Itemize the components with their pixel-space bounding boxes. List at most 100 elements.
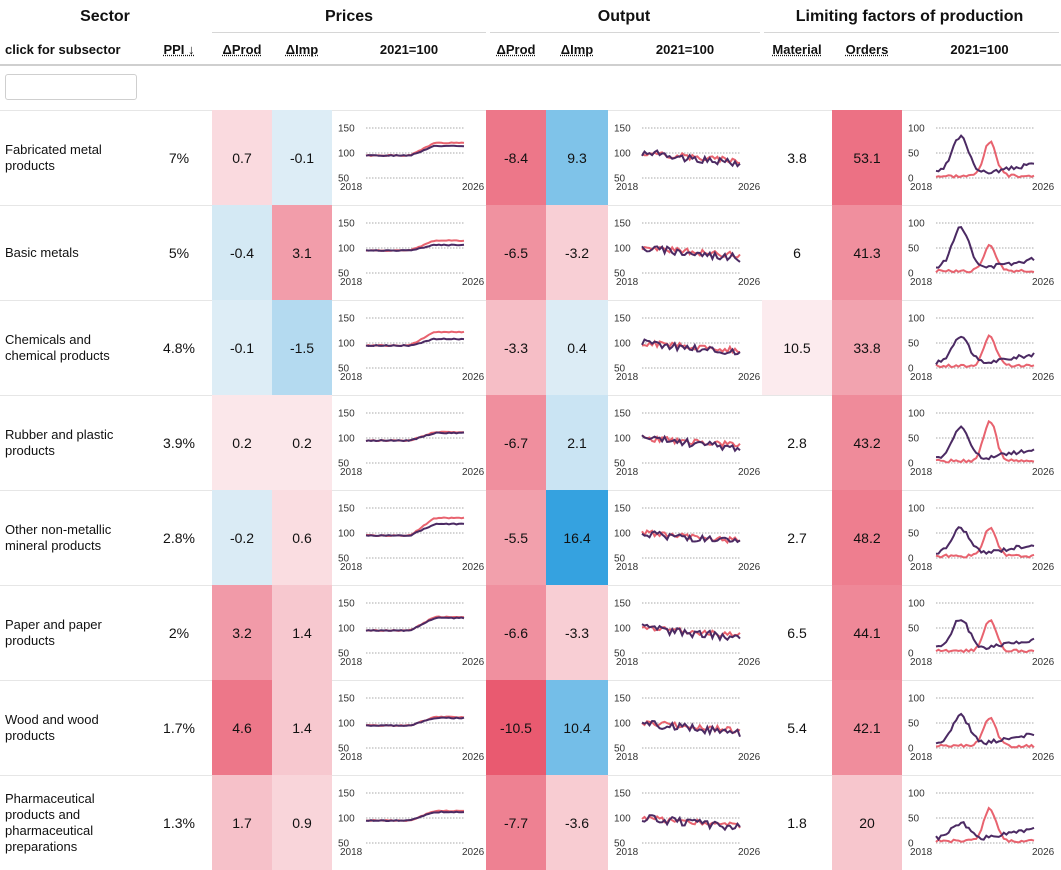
series-a-line bbox=[935, 806, 1035, 844]
y-tick-label: 100 bbox=[614, 719, 631, 730]
cell-output-dprod: -3.3 bbox=[486, 300, 546, 395]
y-tick-label: 50 bbox=[338, 174, 350, 185]
series-a-line bbox=[935, 140, 1035, 179]
series-a-line bbox=[935, 618, 1035, 654]
series-a-line bbox=[641, 434, 741, 448]
table-row-sector-link[interactable]: Chemicals and chemical products bbox=[5, 331, 110, 363]
cell-output-dprod: -6.6 bbox=[486, 585, 546, 680]
y-tick-label: 50 bbox=[614, 649, 626, 660]
x-tick-start: 2018 bbox=[910, 657, 933, 668]
x-tick-start: 2018 bbox=[910, 372, 933, 383]
y-tick-label: 100 bbox=[338, 149, 355, 160]
y-tick-label: 50 bbox=[908, 624, 920, 635]
y-tick-label: 50 bbox=[614, 744, 626, 755]
y-tick-label: 150 bbox=[338, 789, 355, 800]
table-row-sector-link[interactable]: Basic metals bbox=[5, 244, 79, 260]
series-a-line bbox=[935, 243, 1035, 274]
cell-prices-dprod: 0.2 bbox=[212, 395, 272, 490]
cell-output-dimp: 0.4 bbox=[546, 300, 608, 395]
series-b-line bbox=[365, 716, 465, 728]
table-row-sector-link[interactable]: Paper and paper products bbox=[5, 616, 102, 648]
x-tick-start: 2018 bbox=[616, 372, 639, 383]
series-b-line bbox=[935, 619, 1035, 651]
y-tick-label: 100 bbox=[614, 434, 631, 445]
cell-prices-dprod: -0.1 bbox=[212, 300, 272, 395]
x-tick-end: 2026 bbox=[1032, 847, 1055, 858]
x-tick-end: 2026 bbox=[1032, 752, 1055, 763]
group-prices-underline bbox=[212, 32, 486, 33]
y-tick-label: 100 bbox=[614, 529, 631, 540]
group-sector: Sector bbox=[80, 8, 130, 25]
search-input[interactable] bbox=[5, 74, 137, 100]
group-output: Output bbox=[597, 8, 651, 25]
x-tick-end: 2026 bbox=[1032, 182, 1055, 193]
x-tick-end: 2026 bbox=[1032, 657, 1055, 668]
cell-ppi: 5% bbox=[168, 244, 190, 261]
x-tick-start: 2018 bbox=[616, 847, 639, 858]
cell-prices-dprod: 0.7 bbox=[212, 110, 272, 205]
cell-prices-dimp: 1.4 bbox=[272, 585, 332, 680]
series-b-line bbox=[365, 810, 465, 822]
y-tick-label: 50 bbox=[338, 459, 350, 470]
y-tick-label: 50 bbox=[908, 244, 920, 255]
y-tick-label: 150 bbox=[338, 599, 355, 610]
y-tick-label: 150 bbox=[614, 219, 631, 230]
y-tick-label: 50 bbox=[908, 339, 920, 350]
x-tick-end: 2026 bbox=[462, 467, 485, 478]
y-tick-label: 150 bbox=[338, 409, 355, 420]
cell-material: 6.5 bbox=[787, 624, 807, 641]
series-b-line bbox=[935, 425, 1035, 461]
y-tick-label: 50 bbox=[338, 839, 350, 850]
series-b-line bbox=[641, 814, 741, 832]
table-row-sector-link[interactable]: Wood and wood products bbox=[5, 711, 99, 743]
table-row-sector-link[interactable]: Rubber and plastic products bbox=[5, 426, 114, 458]
header-orders[interactable]: Orders bbox=[845, 42, 889, 57]
x-tick-start: 2018 bbox=[616, 467, 639, 478]
y-tick-label: 100 bbox=[908, 504, 925, 515]
header-ppi-sort[interactable]: PPI ↓ bbox=[163, 42, 195, 57]
x-tick-end: 2026 bbox=[1032, 562, 1055, 573]
x-tick-start: 2018 bbox=[340, 752, 363, 763]
y-tick-label: 150 bbox=[338, 314, 355, 325]
group-limiting-underline bbox=[764, 32, 1059, 33]
cell-material: 1.8 bbox=[787, 814, 807, 831]
header-prices-dimp[interactable]: ΔImp bbox=[285, 42, 319, 57]
header-material[interactable]: Material bbox=[772, 42, 822, 57]
x-tick-start: 2018 bbox=[616, 562, 639, 573]
header-output-dprod[interactable]: ΔProd bbox=[496, 42, 536, 57]
x-tick-start: 2018 bbox=[616, 657, 639, 668]
header-prices-dprod[interactable]: ΔProd bbox=[222, 42, 262, 57]
table-row-sector-link[interactable]: Pharmaceutical products and pharmaceutic… bbox=[5, 790, 95, 854]
y-tick-label: 100 bbox=[908, 124, 925, 135]
y-tick-label: 150 bbox=[338, 124, 355, 135]
x-tick-start: 2018 bbox=[340, 467, 363, 478]
y-tick-label: 100 bbox=[908, 694, 925, 705]
y-tick-label: 150 bbox=[338, 694, 355, 705]
series-b-line bbox=[365, 616, 465, 632]
table-row-sector-link[interactable]: Fabricated metal products bbox=[5, 141, 102, 173]
y-tick-label: 100 bbox=[614, 814, 631, 825]
cell-material: 3.8 bbox=[787, 149, 807, 166]
series-b-line bbox=[365, 144, 465, 158]
series-a-line bbox=[935, 526, 1035, 559]
header-output-dimp[interactable]: ΔImp bbox=[560, 42, 594, 57]
series-a-line bbox=[641, 625, 741, 638]
cell-prices-dimp: 1.4 bbox=[272, 680, 332, 775]
cell-orders: 53.1 bbox=[832, 110, 902, 205]
series-b-line bbox=[935, 712, 1035, 746]
table-row-sector-link[interactable]: Other non-metallic mineral products bbox=[5, 521, 112, 553]
x-tick-end: 2026 bbox=[462, 372, 485, 383]
y-tick-label: 50 bbox=[614, 269, 626, 280]
cell-material: 6 bbox=[793, 244, 801, 261]
